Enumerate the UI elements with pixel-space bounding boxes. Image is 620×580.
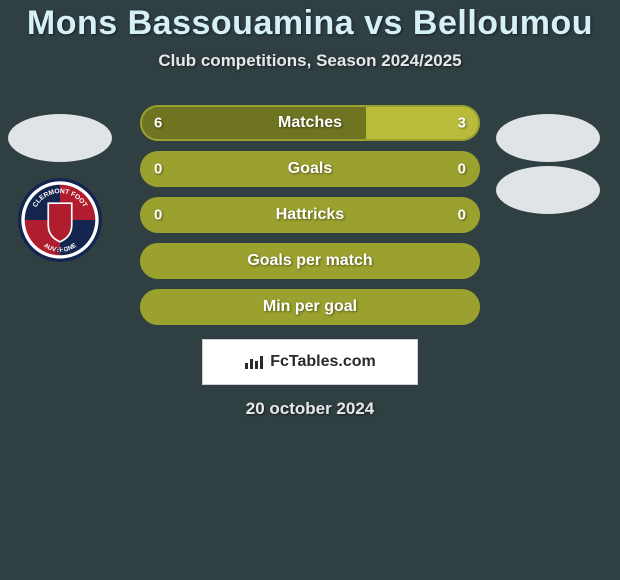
stat-row: Goals per match: [140, 243, 480, 279]
stat-row: Min per goal: [140, 289, 480, 325]
stat-value-right: 0: [458, 207, 466, 224]
stat-row: Matches6 3: [140, 105, 480, 141]
club-badge-left: CLERMONT FOOT AUVERGNE 63: [18, 178, 102, 262]
stat-value-right: 3: [458, 115, 466, 132]
stat-value-left: 0: [154, 207, 162, 224]
club-avatar-right: [496, 166, 600, 214]
bar-chart-icon: [244, 354, 264, 370]
stat-bars: Matches63Goals00Hattricks00Goals per mat…: [140, 105, 480, 325]
subtitle: Club competitions, Season 2024/2025: [0, 51, 620, 71]
stat-value-right: 0: [458, 161, 466, 178]
comparison-card: Mons Bassouamina vs Belloumou Club compe…: [0, 0, 620, 580]
page-title: Mons Bassouamina vs Belloumou: [0, 4, 620, 43]
date-line: 20 october 2024: [0, 399, 620, 419]
stat-value-left: 0: [154, 161, 162, 178]
player-avatar-right: [496, 114, 600, 162]
stat-value-left: 6: [154, 115, 162, 132]
stat-row: Hattricks0 0: [140, 197, 480, 233]
stat-label: Goals per match: [142, 252, 478, 270]
player-avatar-left: [8, 114, 112, 162]
badge-bottom-text: 63: [55, 246, 65, 256]
brand-box[interactable]: FcTables.com: [202, 339, 418, 385]
stat-label: Min per goal: [142, 298, 478, 316]
stat-label: Hattricks: [142, 206, 478, 224]
stat-label: Matches: [142, 114, 478, 132]
brand-text: FcTables.com: [270, 353, 376, 371]
stat-row: Goals0 0: [140, 151, 480, 187]
stat-label: Goals: [142, 160, 478, 178]
